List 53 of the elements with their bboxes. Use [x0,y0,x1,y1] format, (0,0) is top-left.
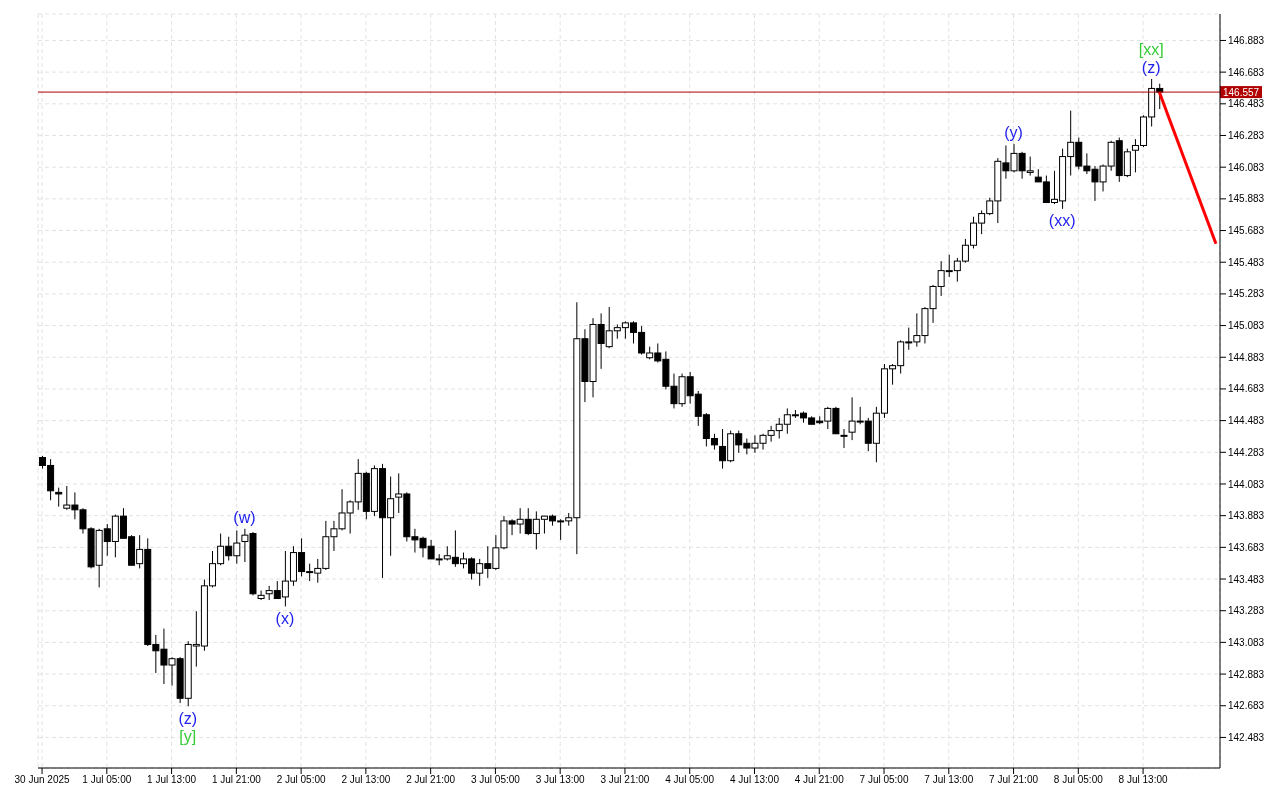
y-tick-label: 143.083 [1228,636,1265,648]
y-tick-label: 145.283 [1228,288,1265,300]
x-tick-label: 3 Jul 13:00 [535,774,586,786]
x-tick-label: 4 Jul 13:00 [730,774,780,786]
annotation: [xx] [1138,40,1164,58]
ref-line-label: 146.557 [1223,87,1260,99]
x-tick-label: 4 Jul 05:00 [665,774,715,786]
x-tick-label: 3 Jul 05:00 [470,774,521,786]
x-tick-label: 1 Jul 21:00 [211,774,262,786]
x-tick-label: 30 Jun 2025 [14,774,70,786]
x-tick-label: 1 Jul 13:00 [147,774,197,786]
x-tick-label: 7 Jul 05:00 [859,774,909,786]
x-tick-label: 3 Jul 21:00 [600,774,650,786]
y-tick-label: 146.283 [1228,130,1265,142]
x-tick-label: 2 Jul 05:00 [276,774,327,786]
y-tick-label: 144.283 [1228,446,1265,458]
annotation: (y) [1004,123,1023,141]
y-tick-label: 145.883 [1228,193,1265,205]
y-tick-label: 146.483 [1228,98,1265,110]
y-tick-label: 146.883 [1228,35,1265,46]
y-tick-label: 142.683 [1228,700,1265,712]
y-tick-label: 144.683 [1228,383,1265,395]
y-tick-label: 143.883 [1228,510,1265,522]
y-tick-label: 146.083 [1228,161,1265,173]
annotation: (w) [233,508,256,526]
y-tick-label: 146.683 [1228,66,1265,78]
x-tick-label: 8 Jul 05:00 [1053,774,1104,786]
y-tick-label: 143.283 [1228,605,1265,617]
y-tick-label: 144.483 [1228,415,1265,427]
candlestick [840,428,848,449]
x-tick-label: 7 Jul 13:00 [924,774,974,786]
x-tick-label: 2 Jul 21:00 [406,774,456,786]
annotation: (x) [275,609,295,627]
annotation: (z) [1141,58,1161,76]
x-tick-label: 1 Jul 05:00 [82,774,132,786]
annotation: [y] [179,727,197,745]
x-tick-label: 8 Jul 13:00 [1118,774,1168,786]
y-tick-label: 144.883 [1228,351,1265,363]
y-tick-label: 143.683 [1228,541,1265,553]
x-tick-label: 2 Jul 13:00 [341,774,391,786]
y-tick-label: 142.883 [1228,668,1265,680]
y-tick-label: 145.683 [1228,225,1265,237]
x-tick-label: 4 Jul 21:00 [794,774,845,786]
y-tick-label: 143.483 [1228,573,1265,585]
y-tick-label: 144.083 [1228,478,1265,490]
candlestick [55,487,63,508]
x-tick-label: 7 Jul 21:00 [989,774,1039,786]
annotation: (xx) [1048,212,1076,230]
candlestick [257,590,265,601]
y-tick-label: 145.083 [1228,320,1265,332]
annotation: (z) [178,709,198,727]
y-tick-label: 142.483 [1228,731,1265,743]
y-tick-label: 145.483 [1228,256,1265,268]
